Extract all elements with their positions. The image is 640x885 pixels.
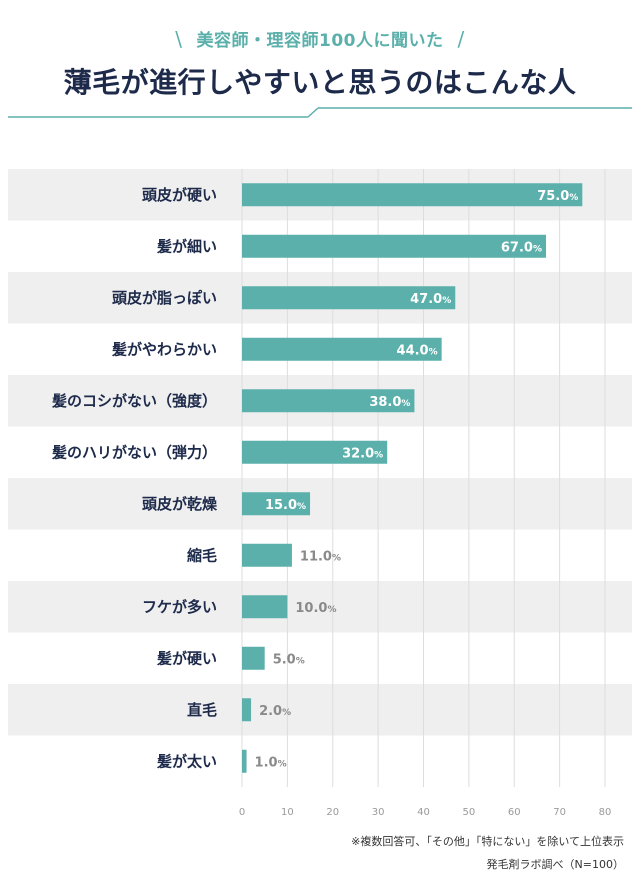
category-label: 頭皮が硬い bbox=[142, 186, 217, 204]
category-label: 髪のコシがない（強度） bbox=[51, 392, 217, 410]
value-labels: 75.0% 67.0% 47.0% 44.0% 38.0% 32.0% 15.0% 11.0%… bbox=[255, 189, 579, 771]
tick-label: 60 bbox=[508, 807, 521, 818]
bar bbox=[242, 440, 388, 464]
bar bbox=[242, 646, 265, 670]
bar bbox=[242, 698, 252, 722]
value-label: 44.0% bbox=[397, 343, 438, 358]
value-label: 15.0% bbox=[265, 498, 306, 513]
value-label: 32.0% bbox=[342, 446, 383, 461]
tick-label: 10 bbox=[281, 807, 294, 818]
bar bbox=[242, 389, 415, 413]
value-label: 38.0% bbox=[369, 395, 410, 410]
category-label: 直毛 bbox=[187, 701, 217, 719]
page-title: 薄毛が進行しやすいと思うのはこんな人 bbox=[63, 66, 577, 99]
value-label: 75.0% bbox=[537, 189, 578, 204]
tick-label: 50 bbox=[463, 807, 476, 818]
source-note: 発毛剤ラボ調べ（N=100） bbox=[486, 858, 624, 871]
category-label: 髪のハリがない（弾力） bbox=[51, 443, 217, 461]
category-label: フケが多い bbox=[142, 598, 217, 616]
category-label: 縮毛 bbox=[187, 546, 217, 564]
value-label: 11.0% bbox=[300, 549, 341, 564]
row-stripe bbox=[8, 581, 632, 633]
row-stripes bbox=[8, 169, 632, 736]
category-label: 髪が硬い bbox=[156, 649, 217, 667]
gridlines bbox=[241, 169, 606, 787]
subtitle-text: 美容師・理容師100人に聞いた bbox=[196, 31, 444, 51]
row-stripe bbox=[8, 684, 632, 736]
bar bbox=[242, 543, 292, 567]
category-label: 頭皮が脂っぽい bbox=[112, 289, 217, 307]
subtitle-slash-left: \ bbox=[175, 27, 183, 51]
value-label: 1.0% bbox=[255, 755, 287, 770]
subtitle-slash-right: / bbox=[457, 27, 465, 51]
bar bbox=[242, 183, 583, 207]
tick-label: 70 bbox=[553, 807, 566, 818]
tick-label: 20 bbox=[326, 807, 339, 818]
category-label: 髪がやわらかい bbox=[111, 340, 217, 358]
footnote: ※複数回答可、「その他」「特にない」を除いて上位表示 bbox=[351, 835, 624, 848]
bar bbox=[242, 749, 247, 773]
bar bbox=[242, 337, 442, 361]
bar bbox=[242, 286, 456, 310]
bar bbox=[242, 492, 311, 516]
value-label: 47.0% bbox=[410, 292, 451, 307]
category-label: 頭皮が乾燥 bbox=[142, 495, 218, 513]
value-label: 67.0% bbox=[501, 240, 542, 255]
tick-label: 80 bbox=[599, 807, 612, 818]
header-underline bbox=[8, 107, 632, 118]
category-label: 髪が太い bbox=[156, 752, 217, 770]
x-axis-ticks: 0 10 20 30 40 50 60 70 80 bbox=[239, 807, 612, 818]
value-label: 10.0% bbox=[295, 601, 336, 616]
category-label: 髪が細い bbox=[156, 237, 217, 255]
subtitle: \ 美容師・理容師100人に聞いた / bbox=[0, 26, 640, 51]
value-label: 5.0% bbox=[273, 652, 305, 667]
bar bbox=[242, 234, 547, 258]
tick-label: 40 bbox=[417, 807, 430, 818]
bar bbox=[242, 595, 288, 619]
value-label: 2.0% bbox=[259, 704, 291, 719]
bars bbox=[242, 183, 583, 773]
row-stripe bbox=[8, 478, 632, 530]
tick-label: 30 bbox=[372, 807, 385, 818]
tick-label: 0 bbox=[239, 807, 245, 818]
